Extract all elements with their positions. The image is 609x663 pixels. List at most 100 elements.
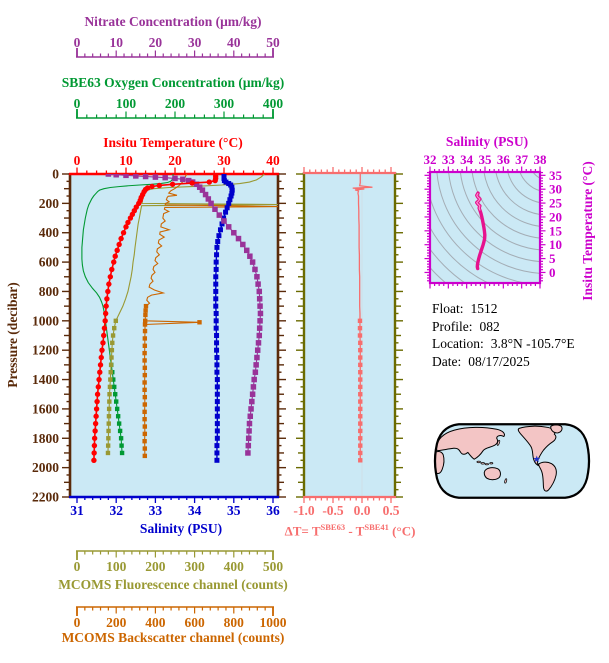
continent-south-america	[538, 461, 557, 492]
oxygen-scale-axis: 0 100 200 300 400	[74, 96, 284, 119]
delta-t-panel: -1.0 -0.5 0.0 0.5	[293, 167, 403, 518]
profile-curves	[81, 174, 278, 463]
svg-text:10: 10	[549, 237, 562, 252]
svg-text:33: 33	[442, 152, 456, 167]
svg-text:800: 800	[224, 615, 245, 630]
delta-t-curve	[352, 174, 373, 463]
svg-text:31: 31	[70, 503, 84, 518]
svg-text:40: 40	[266, 153, 280, 168]
svg-text:38: 38	[534, 152, 548, 167]
world-map	[433, 423, 591, 499]
svg-text:40: 40	[227, 35, 241, 50]
svg-text:-0.5: -0.5	[322, 503, 344, 518]
ts-temperature-title: Insitu Temperature (°C)	[580, 161, 595, 301]
svg-text:-1.0: -1.0	[293, 503, 315, 518]
svg-text:30: 30	[188, 35, 202, 50]
svg-text:30: 30	[217, 153, 231, 168]
islands	[476, 439, 508, 484]
svg-text:2000: 2000	[32, 460, 59, 475]
svg-text:200: 200	[145, 559, 166, 574]
backscatter-profile	[144, 174, 278, 456]
svg-text:20: 20	[549, 209, 562, 224]
svg-text:1200: 1200	[32, 343, 59, 358]
svg-text:0: 0	[74, 153, 81, 168]
oxygen-axis-title: SBE63 Oxygen Concentration (μm/kg)	[61, 75, 285, 90]
salinity-axis-title: Salinity (PSU)	[139, 521, 223, 536]
svg-text:200: 200	[106, 615, 127, 630]
svg-text:35: 35	[549, 168, 563, 183]
fluorescence-scale-axis: 0 100 200 300 400 500	[74, 550, 284, 574]
svg-text:500: 500	[263, 559, 284, 574]
svg-text:1800: 1800	[32, 431, 59, 446]
map-continents	[434, 424, 563, 492]
svg-text:1400: 1400	[32, 372, 59, 387]
svg-text:600: 600	[39, 255, 60, 270]
svg-text:300: 300	[184, 559, 205, 574]
float-location-star	[533, 455, 541, 463]
svg-text:36: 36	[266, 503, 280, 518]
svg-text:37: 37	[515, 152, 529, 167]
float-id-line: Float: 1512	[432, 301, 498, 316]
location-line: Location: 3.8°N -105.7°E	[432, 336, 575, 351]
svg-text:1000: 1000	[260, 615, 287, 630]
svg-text:32: 32	[109, 503, 123, 518]
svg-text:0: 0	[74, 559, 81, 574]
svg-text:50: 50	[266, 35, 280, 50]
svg-text:600: 600	[184, 615, 205, 630]
pressure-axis-title: Pressure (decibar)	[5, 282, 20, 388]
svg-text:400: 400	[39, 225, 60, 240]
svg-text:35: 35	[227, 503, 241, 518]
svg-text:0: 0	[74, 96, 81, 111]
svg-text:0.0: 0.0	[354, 503, 371, 518]
svg-text:35: 35	[479, 152, 493, 167]
svg-text:34: 34	[460, 152, 474, 167]
svg-text:5: 5	[549, 251, 556, 266]
continent-eurasia	[435, 426, 505, 460]
backscatter-scale-axis: 0 200 400 600 800 1000	[74, 606, 287, 630]
main-profile-plot: 0200400600800100012001400160018002000220…	[32, 35, 287, 630]
svg-text:25: 25	[549, 196, 563, 211]
svg-text:10: 10	[109, 35, 123, 50]
continent-australia	[483, 467, 501, 481]
svg-text:300: 300	[214, 96, 235, 111]
ts-salinity-title: Salinity (PSU)	[445, 134, 529, 149]
svg-text:36: 36	[497, 152, 511, 167]
svg-text:0: 0	[549, 265, 556, 280]
map-border	[433, 423, 591, 499]
svg-text:400: 400	[263, 96, 284, 111]
svg-text:2200: 2200	[32, 490, 59, 505]
svg-text:0: 0	[74, 615, 81, 630]
fluorescence-axis-title: MCOMS Fluorescence channel (counts)	[58, 577, 288, 592]
svg-text:34: 34	[188, 503, 202, 518]
svg-text:400: 400	[224, 559, 245, 574]
svg-text:100: 100	[106, 559, 127, 574]
date-line: Date: 08/17/2025	[432, 353, 530, 369]
profile-number-line: Profile: 082	[432, 318, 500, 334]
island-greenland	[550, 424, 563, 434]
svg-text:33: 33	[149, 503, 163, 518]
svg-text:10: 10	[119, 153, 133, 168]
svg-text:1000: 1000	[32, 313, 59, 328]
svg-text:200: 200	[165, 96, 186, 111]
svg-text:0: 0	[74, 35, 81, 50]
svg-text:200: 200	[39, 196, 60, 211]
svg-text:0.5: 0.5	[383, 503, 400, 518]
svg-text:30: 30	[549, 182, 562, 197]
svg-text:15: 15	[549, 223, 563, 238]
svg-text:100: 100	[116, 96, 137, 111]
svg-text:400: 400	[145, 615, 166, 630]
svg-text:1600: 1600	[32, 401, 59, 416]
svg-text:20: 20	[168, 153, 182, 168]
oxygen-profile	[81, 174, 174, 453]
float-info-block: Float: 1512 Profile: 082 Location: 3.8°N -1…	[432, 300, 575, 370]
temperature-axis-title: Insitu Temperature (°C)	[103, 135, 243, 150]
svg-text:800: 800	[39, 284, 60, 299]
svg-text:32: 32	[424, 152, 437, 167]
delta-t-axis-title: ΔT= TSBE63 - TSBE41 (°C)	[284, 522, 416, 539]
svg-text:20: 20	[149, 35, 163, 50]
backscatter-axis-title: MCOMS Backscatter channel (counts)	[61, 630, 285, 645]
nitrate-axis-title: Nitrate Concentration (μm/kg)	[84, 14, 262, 29]
